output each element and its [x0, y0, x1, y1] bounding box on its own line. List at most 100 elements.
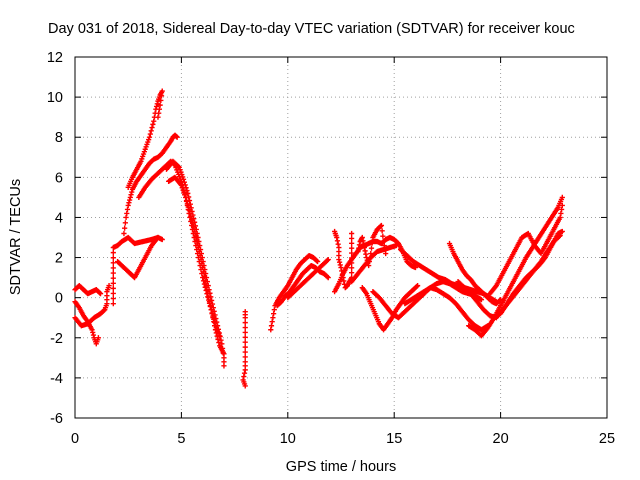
- data-point: [185, 204, 191, 210]
- data-point: [366, 258, 372, 265]
- data-point: [367, 254, 373, 261]
- data-point: [195, 244, 202, 251]
- data-point: [208, 307, 214, 313]
- data-point: [211, 323, 218, 329]
- data-point: [334, 234, 340, 241]
- x-tick-label: 15: [386, 431, 402, 447]
- data-point: [314, 258, 320, 264]
- data-point: [414, 283, 420, 290]
- data-point: [192, 230, 198, 236]
- data-point: [381, 242, 387, 249]
- series-t6: [121, 132, 180, 237]
- x-tick-label: 5: [177, 431, 185, 447]
- data-point: [355, 248, 361, 255]
- series-t22: [402, 285, 491, 333]
- data-point: [110, 285, 116, 291]
- y-tick-label: 0: [55, 291, 63, 307]
- data-point: [110, 290, 116, 297]
- data-point: [366, 262, 372, 269]
- data-point: [242, 367, 248, 373]
- data-point: [148, 128, 154, 134]
- series-t10: [166, 174, 227, 357]
- series-t3: [72, 283, 112, 329]
- data-point: [268, 323, 275, 329]
- data-point: [156, 110, 162, 116]
- x-axis-label: GPS time / hours: [286, 459, 396, 475]
- data-point: [189, 217, 195, 223]
- data-point: [269, 319, 275, 325]
- data-point: [214, 333, 220, 339]
- data-point: [110, 260, 116, 266]
- series-t20: [370, 279, 485, 321]
- data-point: [155, 114, 161, 120]
- data-point: [110, 295, 116, 302]
- data-point: [241, 373, 247, 380]
- x-tick-label: 20: [493, 431, 509, 447]
- data-point: [110, 275, 116, 281]
- data-point: [383, 250, 389, 257]
- data-point: [201, 273, 207, 280]
- data-point: [110, 265, 116, 271]
- data-point: [183, 197, 190, 204]
- data-point: [199, 260, 205, 267]
- data-point: [478, 297, 485, 303]
- x-tick-label: 10: [280, 431, 296, 447]
- data-point: [90, 332, 97, 338]
- data-point: [415, 283, 421, 289]
- data-point: [125, 202, 131, 209]
- data-point: [110, 280, 116, 286]
- y-tick-label: -4: [50, 371, 63, 387]
- y-axis-label: SDTVAR / TECUs: [8, 179, 24, 295]
- data-point: [335, 241, 341, 247]
- data-point: [336, 256, 342, 263]
- data-point: [368, 245, 375, 251]
- series-t27: [498, 228, 565, 317]
- data-point: [242, 334, 248, 340]
- series-t12: [268, 252, 321, 333]
- data-point: [159, 88, 165, 94]
- data-point: [153, 103, 160, 110]
- data-point: [186, 207, 192, 213]
- data-point: [189, 220, 196, 226]
- data-point: [393, 242, 399, 249]
- series-t17: [349, 242, 399, 285]
- data-point: [196, 248, 202, 255]
- data-point: [338, 264, 344, 271]
- data-point: [212, 327, 219, 333]
- data-point: [95, 335, 102, 341]
- plot-frame: [74, 56, 608, 419]
- data-point: [213, 315, 219, 322]
- data-point: [97, 291, 104, 297]
- data-point: [242, 329, 248, 336]
- data-point: [149, 124, 155, 131]
- data-point: [187, 210, 193, 217]
- data-point: [197, 252, 203, 259]
- data-point: [126, 200, 132, 206]
- series-t19: [359, 283, 421, 333]
- data-series: [72, 88, 565, 389]
- y-tick-label: -6: [50, 411, 63, 427]
- data-point: [110, 250, 116, 256]
- series-t25: [466, 194, 565, 339]
- data-point: [209, 311, 215, 317]
- data-point: [369, 240, 375, 246]
- data-point: [146, 134, 153, 140]
- data-point: [151, 118, 157, 124]
- data-point: [324, 257, 330, 264]
- data-point: [150, 121, 156, 127]
- data-point: [242, 349, 248, 355]
- data-point: [242, 344, 248, 350]
- data-point: [181, 179, 187, 185]
- data-point: [324, 274, 330, 280]
- data-point: [379, 228, 385, 234]
- data-point: [190, 223, 196, 229]
- data-point: [124, 210, 130, 217]
- data-point: [377, 223, 384, 229]
- data-point: [349, 235, 355, 241]
- data-point: [211, 319, 217, 325]
- data-point: [368, 250, 374, 257]
- data-point: [157, 102, 163, 108]
- data-point: [200, 269, 207, 275]
- axis-ticks: 0 5 10 15 20 25 -6 -4 -2 0 2 4 6 8 10 12: [47, 50, 615, 447]
- data-point: [129, 189, 135, 195]
